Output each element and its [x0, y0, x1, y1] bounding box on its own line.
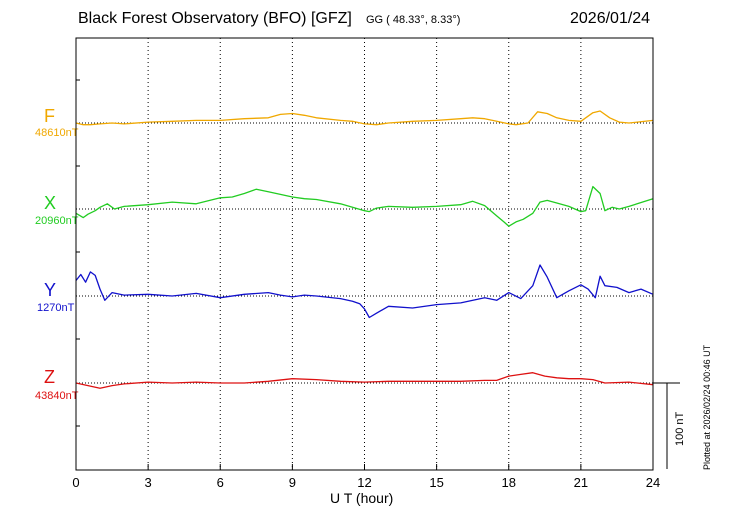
- x-tick-label-15: 15: [429, 475, 443, 490]
- series-f-letter: F: [44, 106, 55, 126]
- x-tick-label-3: 3: [145, 475, 152, 490]
- x-tick-label-9: 9: [289, 475, 296, 490]
- coordinates-label: GG ( 48.33°, 8.33°): [366, 14, 461, 26]
- series-x-baseline: 20960nT: [35, 215, 79, 227]
- series-x-letter: X: [44, 193, 57, 213]
- series-layer: [75, 110, 654, 389]
- grid: [147, 38, 582, 470]
- x-tick-label-0: 0: [72, 475, 79, 490]
- x-tick-label-21: 21: [574, 475, 588, 490]
- series-y-baseline: 1270nT: [37, 302, 75, 314]
- series-line-z: [75, 372, 654, 389]
- series-z-baseline: 43840nT: [35, 390, 79, 402]
- series-line-y: [75, 264, 654, 319]
- x-tick-label-12: 12: [357, 475, 371, 490]
- series-y-letter: Y: [44, 280, 57, 300]
- chart-title: Black Forest Observatory (BFO) [GFZ]: [78, 10, 352, 27]
- x-tick-label-18: 18: [502, 475, 516, 490]
- series-f-baseline: 48610nT: [35, 127, 79, 139]
- x-axis-label: U T (hour): [330, 490, 394, 506]
- scale-bar: 100 nT: [653, 382, 686, 469]
- series-line-f: [75, 110, 654, 126]
- chart-date: 2026/01/24: [570, 10, 651, 27]
- series-z-letter: Z: [44, 367, 55, 387]
- x-ticks: 0 3 6 9 12 15 18 21 24: [72, 79, 660, 490]
- series-line-x: [75, 185, 654, 227]
- x-tick-label-24: 24: [646, 475, 660, 490]
- x-tick-label-6: 6: [217, 475, 224, 490]
- scale-bar-label: 100 nT: [674, 411, 686, 446]
